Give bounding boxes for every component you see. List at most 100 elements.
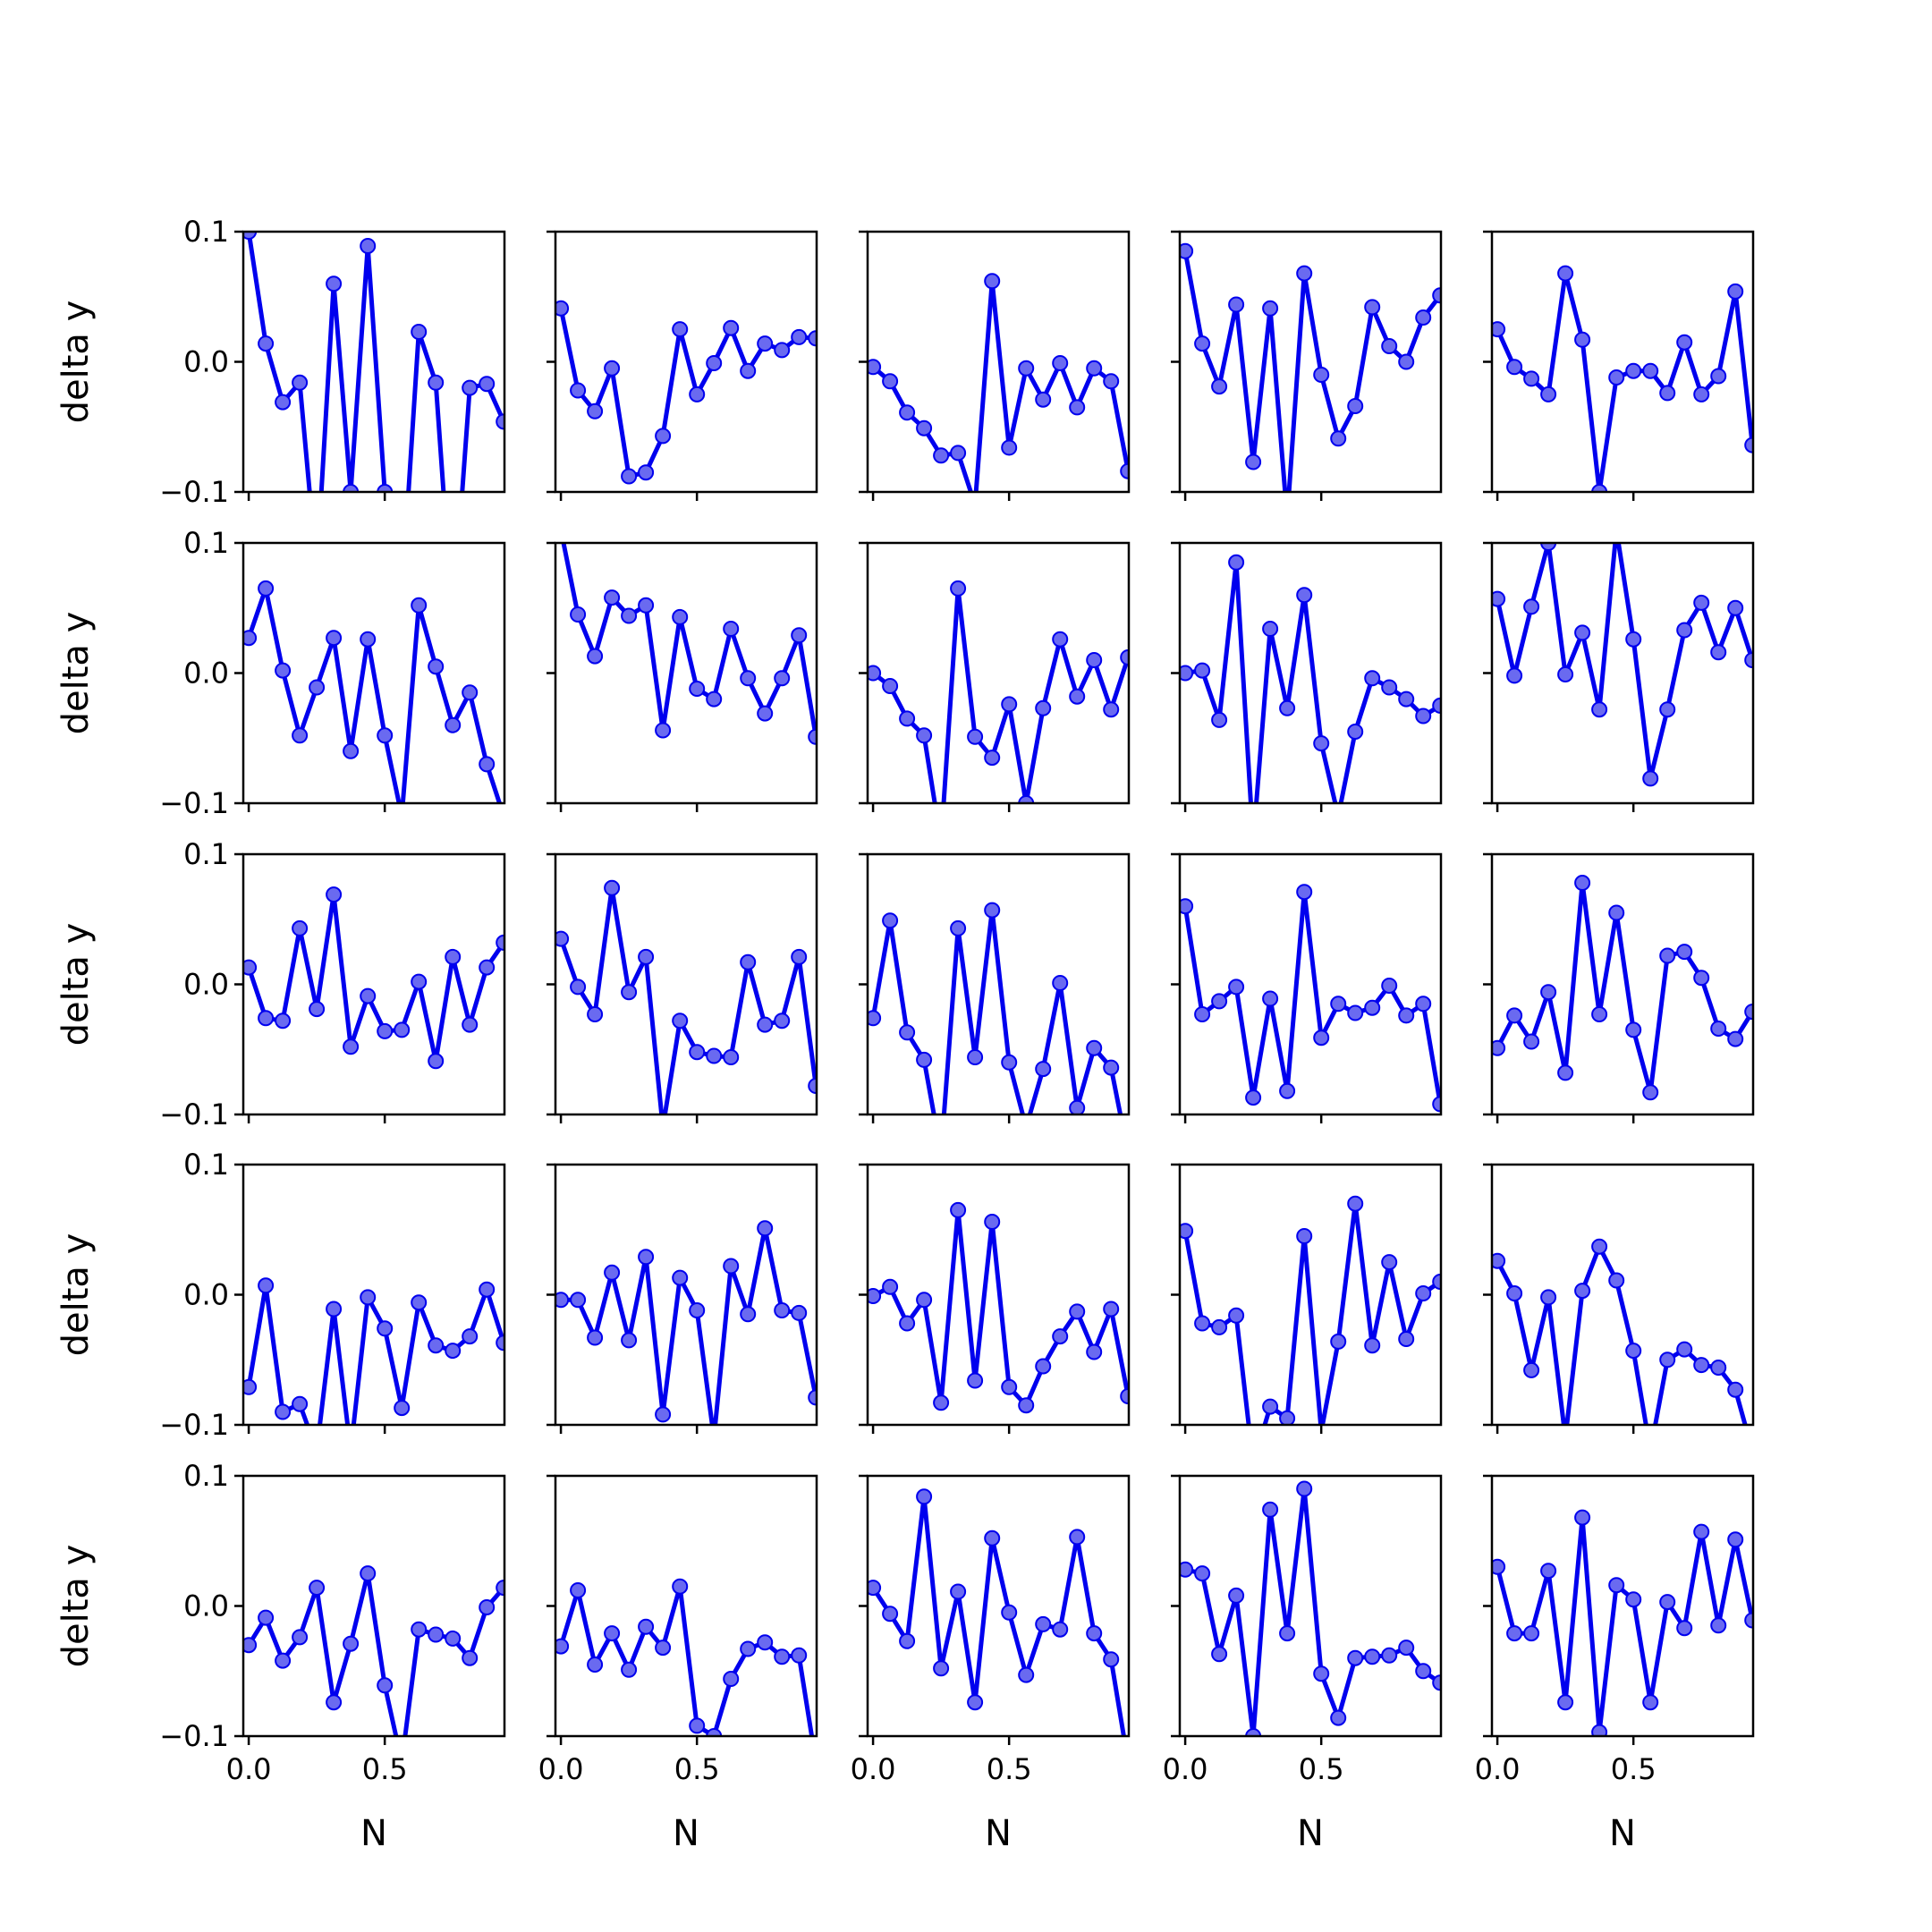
data-point [672,321,689,338]
data-point [428,1053,445,1070]
x-tick-label: 0.0 [226,1752,272,1786]
data-point [950,919,967,936]
data-point [258,1609,275,1626]
data-point [1676,334,1693,351]
data-point [1727,1531,1744,1548]
data-point [1279,699,1296,716]
plot-area [243,1277,504,1425]
data-point [1347,398,1364,414]
data-point [1523,370,1540,387]
data-point [411,324,428,340]
subplot-r3-c0: −0.1 0.0 0.1 delta y [55,1148,506,1442]
data-point [1180,1223,1194,1240]
data-point [706,355,723,371]
data-point [1228,1307,1245,1324]
data-point [689,386,706,402]
data-point [411,1294,428,1311]
data-point [243,1637,258,1654]
data-point [1415,1285,1432,1301]
y-axis-label: delta y [55,612,97,735]
y-axis-label: delta y [55,923,97,1046]
data-point [757,1634,774,1651]
data-point [1211,993,1228,1010]
data-point [621,984,638,1001]
data-point [1035,1615,1052,1632]
y-tick-label: 0.0 [183,345,229,379]
data-point [1557,265,1574,282]
data-point [1643,1444,1657,1458]
data-point [1103,1301,1120,1318]
data-point [1331,809,1345,824]
y-tick-label: 0.1 [183,1148,229,1182]
data-point [1492,1252,1506,1269]
data-point [1121,1147,1135,1161]
data-point [1364,999,1381,1016]
series-line [871,1208,1129,1408]
data-point [258,335,275,352]
axes-frame [242,852,506,1116]
data-point [377,484,394,492]
data-point [934,1147,948,1161]
plot-area [561,543,817,745]
data-point [899,710,916,727]
data-point [757,705,774,722]
data-point [555,1638,570,1655]
series-line [558,1584,815,1736]
data-point [1246,835,1260,850]
data-point [555,930,570,947]
data-point [1642,1084,1659,1101]
data-point [1625,631,1642,648]
plot-area [1492,875,1753,1101]
data-point [706,1728,723,1736]
data-point [916,419,933,436]
subplot-r2-c2 [859,852,1135,1161]
data-point [1415,1663,1432,1680]
plot-area [243,886,504,1070]
plot-area [1492,523,1753,787]
data-point [723,621,740,637]
data-point [1557,1694,1574,1711]
data-point [950,1201,967,1218]
data-point [1625,362,1642,379]
data-point [292,1395,309,1412]
data-point [309,1580,326,1597]
data-point [1609,523,1623,538]
data-point [1228,1587,1245,1604]
x-tick-label: 0.0 [851,1752,896,1786]
series-line [1182,889,1441,1105]
y-tick-label: 0.1 [183,1459,229,1493]
data-point [394,1021,411,1038]
data-point [621,468,638,485]
y-tick-label: 0.0 [183,1278,229,1312]
data-point [774,1648,791,1665]
axes-frame [554,230,818,494]
y-axis-label: delta y [55,1233,97,1357]
data-point [1018,795,1035,803]
data-point [1211,1318,1228,1335]
data-point [1506,1007,1523,1024]
y-tick-label: 0.0 [183,657,229,691]
data-point [740,670,757,687]
data-point [445,1630,462,1647]
data-point [275,1013,292,1030]
data-point [899,1315,916,1332]
data-point [706,1047,723,1064]
data-point [1415,996,1432,1013]
subplot-r1-c2 [859,541,1131,812]
data-point [343,1635,360,1652]
data-point [689,1044,706,1061]
data-point [1608,904,1625,921]
data-point [445,1343,462,1360]
data-point [1296,587,1313,604]
data-point [868,1010,882,1027]
series-line [561,1225,817,1425]
data-point [967,728,984,745]
data-point [1591,1006,1608,1022]
data-point [740,362,757,379]
data-point [570,1582,587,1598]
data-point [570,1292,587,1309]
data-point [1398,353,1415,370]
axes-frame [1490,1163,1755,1427]
y-axis-label: delta y [55,301,97,424]
